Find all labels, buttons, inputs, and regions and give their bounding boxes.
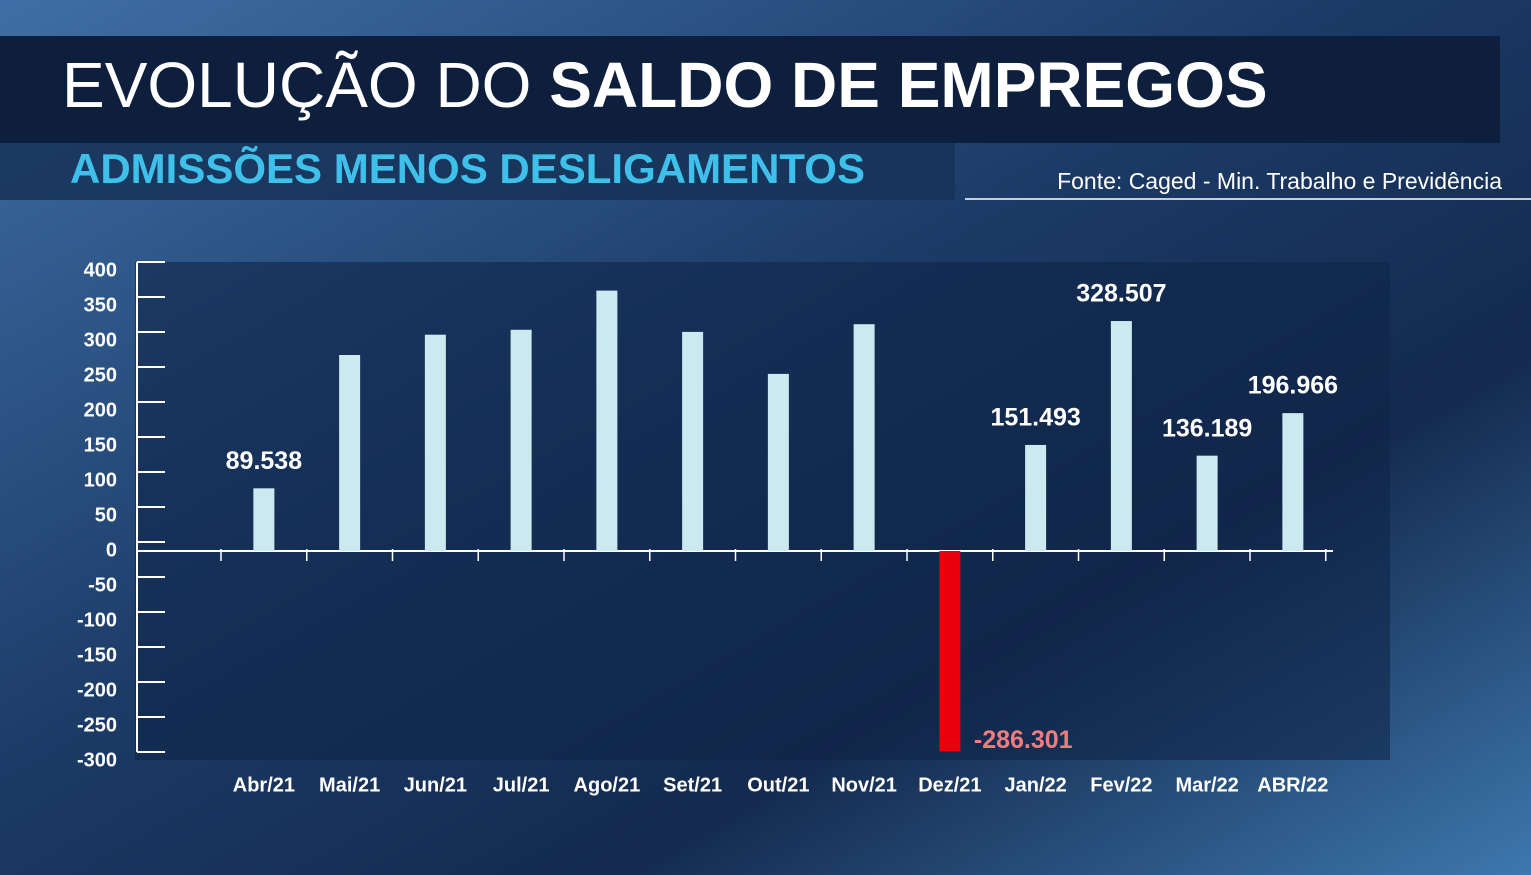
- chart-title: EVOLUÇÃO DO SALDO DE EMPREGOS: [62, 49, 1268, 121]
- bar: [1282, 413, 1304, 551]
- bar: [853, 324, 875, 551]
- bar: [1025, 444, 1047, 551]
- x-tick-label: Jan/22: [1004, 774, 1066, 796]
- y-tick-label: 150: [84, 434, 117, 456]
- title-light: EVOLUÇÃO DO: [62, 49, 531, 121]
- bar: [939, 551, 961, 752]
- x-tick-label: ABR/22: [1257, 774, 1328, 796]
- bar: [424, 334, 446, 551]
- y-tick-label: -150: [77, 644, 117, 666]
- bar: [682, 331, 704, 551]
- data-label: 136.189: [1162, 414, 1252, 442]
- bar: [1196, 455, 1218, 551]
- y-tick-label: 0: [106, 539, 117, 561]
- data-label: -286.301: [974, 726, 1073, 754]
- x-tick-label: Mar/22: [1175, 774, 1238, 796]
- bar: [1110, 321, 1132, 551]
- subtitle-band: [0, 143, 955, 200]
- x-tick-label: Nov/21: [831, 774, 897, 796]
- data-label: 328.507: [1076, 280, 1166, 308]
- x-tick-label: Jul/21: [493, 774, 550, 796]
- y-tick-label: -300: [77, 749, 117, 771]
- x-tick-label: Out/21: [747, 774, 809, 796]
- y-tick-label: -250: [77, 714, 117, 736]
- y-tick-label: -100: [77, 609, 117, 631]
- x-tick-label: Set/21: [663, 774, 722, 796]
- bar: [339, 355, 361, 551]
- x-tick-label: Fev/22: [1090, 774, 1152, 796]
- bar: [253, 488, 275, 551]
- data-label: 151.493: [990, 404, 1080, 432]
- y-tick-label: 300: [84, 329, 117, 351]
- y-tick-label: 350: [84, 294, 117, 316]
- x-tick-label: Ago/21: [574, 774, 641, 796]
- y-tick-label: -50: [88, 574, 117, 596]
- data-label: 196.966: [1248, 372, 1338, 400]
- bar: [767, 373, 789, 551]
- title-bold: SALDO DE EMPREGOS: [549, 49, 1267, 121]
- bar: [596, 290, 618, 551]
- y-tick-label: 200: [84, 399, 117, 421]
- subtitle: ADMISSÕES MENOS DESLIGAMENTOS: [70, 144, 865, 192]
- y-tick-label: 50: [95, 504, 117, 526]
- x-tick-label: Mai/21: [319, 774, 380, 796]
- x-tick-label: Dez/21: [918, 774, 981, 796]
- x-tick-label: Jun/21: [404, 774, 467, 796]
- bar: [510, 329, 532, 551]
- x-tick-label: Abr/21: [233, 774, 295, 796]
- y-tick-label: 400: [84, 259, 117, 281]
- y-tick-label: -200: [77, 679, 117, 701]
- y-tick-label: 250: [84, 364, 117, 386]
- data-label: 89.538: [226, 447, 303, 475]
- title-band: [0, 36, 1500, 143]
- source: Fonte: Caged - Min. Trabalho e Previdênc…: [1057, 168, 1502, 194]
- y-tick-label: 100: [84, 469, 117, 491]
